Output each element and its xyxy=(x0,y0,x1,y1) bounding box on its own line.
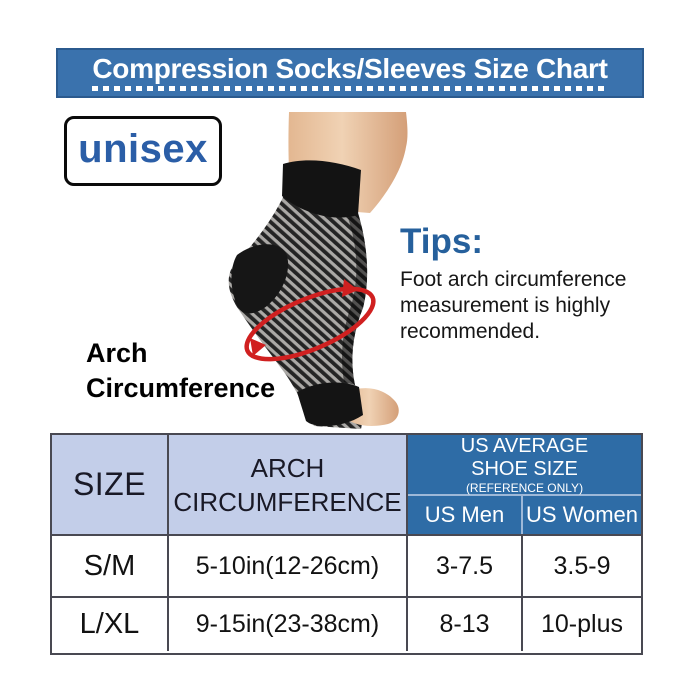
tips-text-line: measurement is highly xyxy=(400,294,611,317)
tips-text-line: recommended. xyxy=(400,320,541,343)
cell-us-men: 3-7.5 xyxy=(408,534,523,596)
cell-us-men: 8-13 xyxy=(408,596,523,651)
heel-patch xyxy=(231,244,289,314)
tips-heading: Tips: xyxy=(400,222,483,261)
tips-text-line: Foot arch circumference xyxy=(400,268,627,291)
cell-size: L/XL xyxy=(52,596,169,651)
unisex-badge: unisex xyxy=(64,116,222,186)
title-underline xyxy=(92,86,608,91)
cell-size: S/M xyxy=(52,534,169,596)
compression-sleeve-photo xyxy=(228,112,408,429)
header-shoe-size-group: US AVERAGE SHOE SIZE (REFERENCE ONLY) xyxy=(408,435,641,496)
header-us-women: US Women xyxy=(523,496,641,534)
arch-label-line: Circumference xyxy=(86,373,276,403)
sleeve-front-shade xyxy=(342,213,368,385)
cell-arch: 9-15in(23-38cm) xyxy=(169,596,408,651)
page-title: Compression Socks/Sleeves Size Chart xyxy=(92,53,608,84)
arch-label-line: Arch xyxy=(86,338,148,368)
title-banner: Compression Socks/Sleeves Size Chart xyxy=(56,48,644,98)
cuff-band xyxy=(282,160,361,218)
cell-arch: 5-10in(12-26cm) xyxy=(169,534,408,596)
header-arch-circumference: ARCH CIRCUMFERENCE xyxy=(169,435,408,534)
toe-band xyxy=(297,382,363,427)
arch-measure-arrow xyxy=(244,279,376,362)
unisex-label: unisex xyxy=(78,126,208,171)
header-size: SIZE xyxy=(52,435,169,534)
arch-circumference-label: Arch Circumference xyxy=(86,336,275,406)
header-us-men: US Men xyxy=(408,496,523,534)
cell-us-women: 10-plus xyxy=(523,596,641,651)
tips-text: Foot arch circumference measurement is h… xyxy=(400,267,670,345)
cell-us-women: 3.5-9 xyxy=(523,534,641,596)
size-chart-table: SIZE ARCH CIRCUMFERENCE US AVERAGE SHOE … xyxy=(50,433,643,655)
header-shoe-note: (REFERENCE ONLY) xyxy=(465,480,584,495)
